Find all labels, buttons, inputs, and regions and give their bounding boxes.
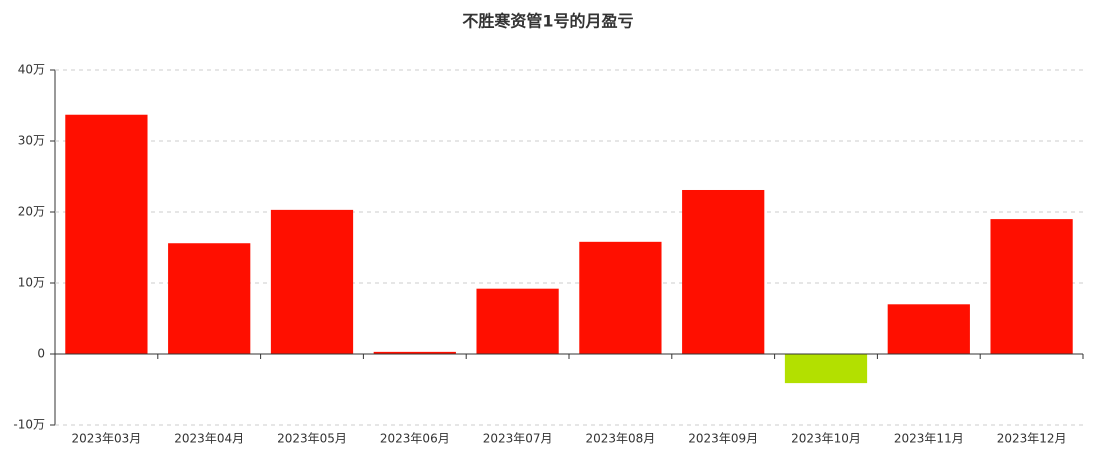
x-tick-label: 2023年08月 — [585, 432, 655, 446]
y-tick-label: 30万 — [18, 134, 45, 148]
x-tick-label: 2023年11月 — [894, 432, 964, 446]
x-tick-label: 2023年10月 — [791, 432, 861, 446]
x-tick-label: 2023年03月 — [71, 432, 141, 446]
x-tick-label: 2023年09月 — [688, 432, 758, 446]
y-tick-label: 20万 — [18, 205, 45, 219]
y-tick-label: 40万 — [18, 63, 45, 77]
x-tick-label: 2023年06月 — [380, 432, 450, 446]
bar — [682, 189, 765, 354]
bar — [65, 114, 148, 354]
bar — [990, 219, 1073, 354]
bar — [579, 241, 662, 354]
y-tick-label: 10万 — [18, 276, 45, 290]
x-tick-label: 2023年07月 — [483, 432, 553, 446]
bar — [270, 209, 354, 354]
bar — [887, 304, 970, 354]
bar — [373, 351, 456, 354]
y-tick-label: 0 — [37, 347, 45, 361]
x-tick-label: 2023年12月 — [997, 432, 1067, 446]
bar — [476, 288, 559, 354]
x-tick-label: 2023年05月 — [277, 432, 347, 446]
bar — [168, 243, 251, 354]
y-tick-label: -10万 — [13, 418, 45, 432]
chart-title: 不胜寒资管1号的月盈亏 — [462, 12, 633, 31]
x-tick-label: 2023年04月 — [174, 432, 244, 446]
bar — [784, 354, 868, 384]
